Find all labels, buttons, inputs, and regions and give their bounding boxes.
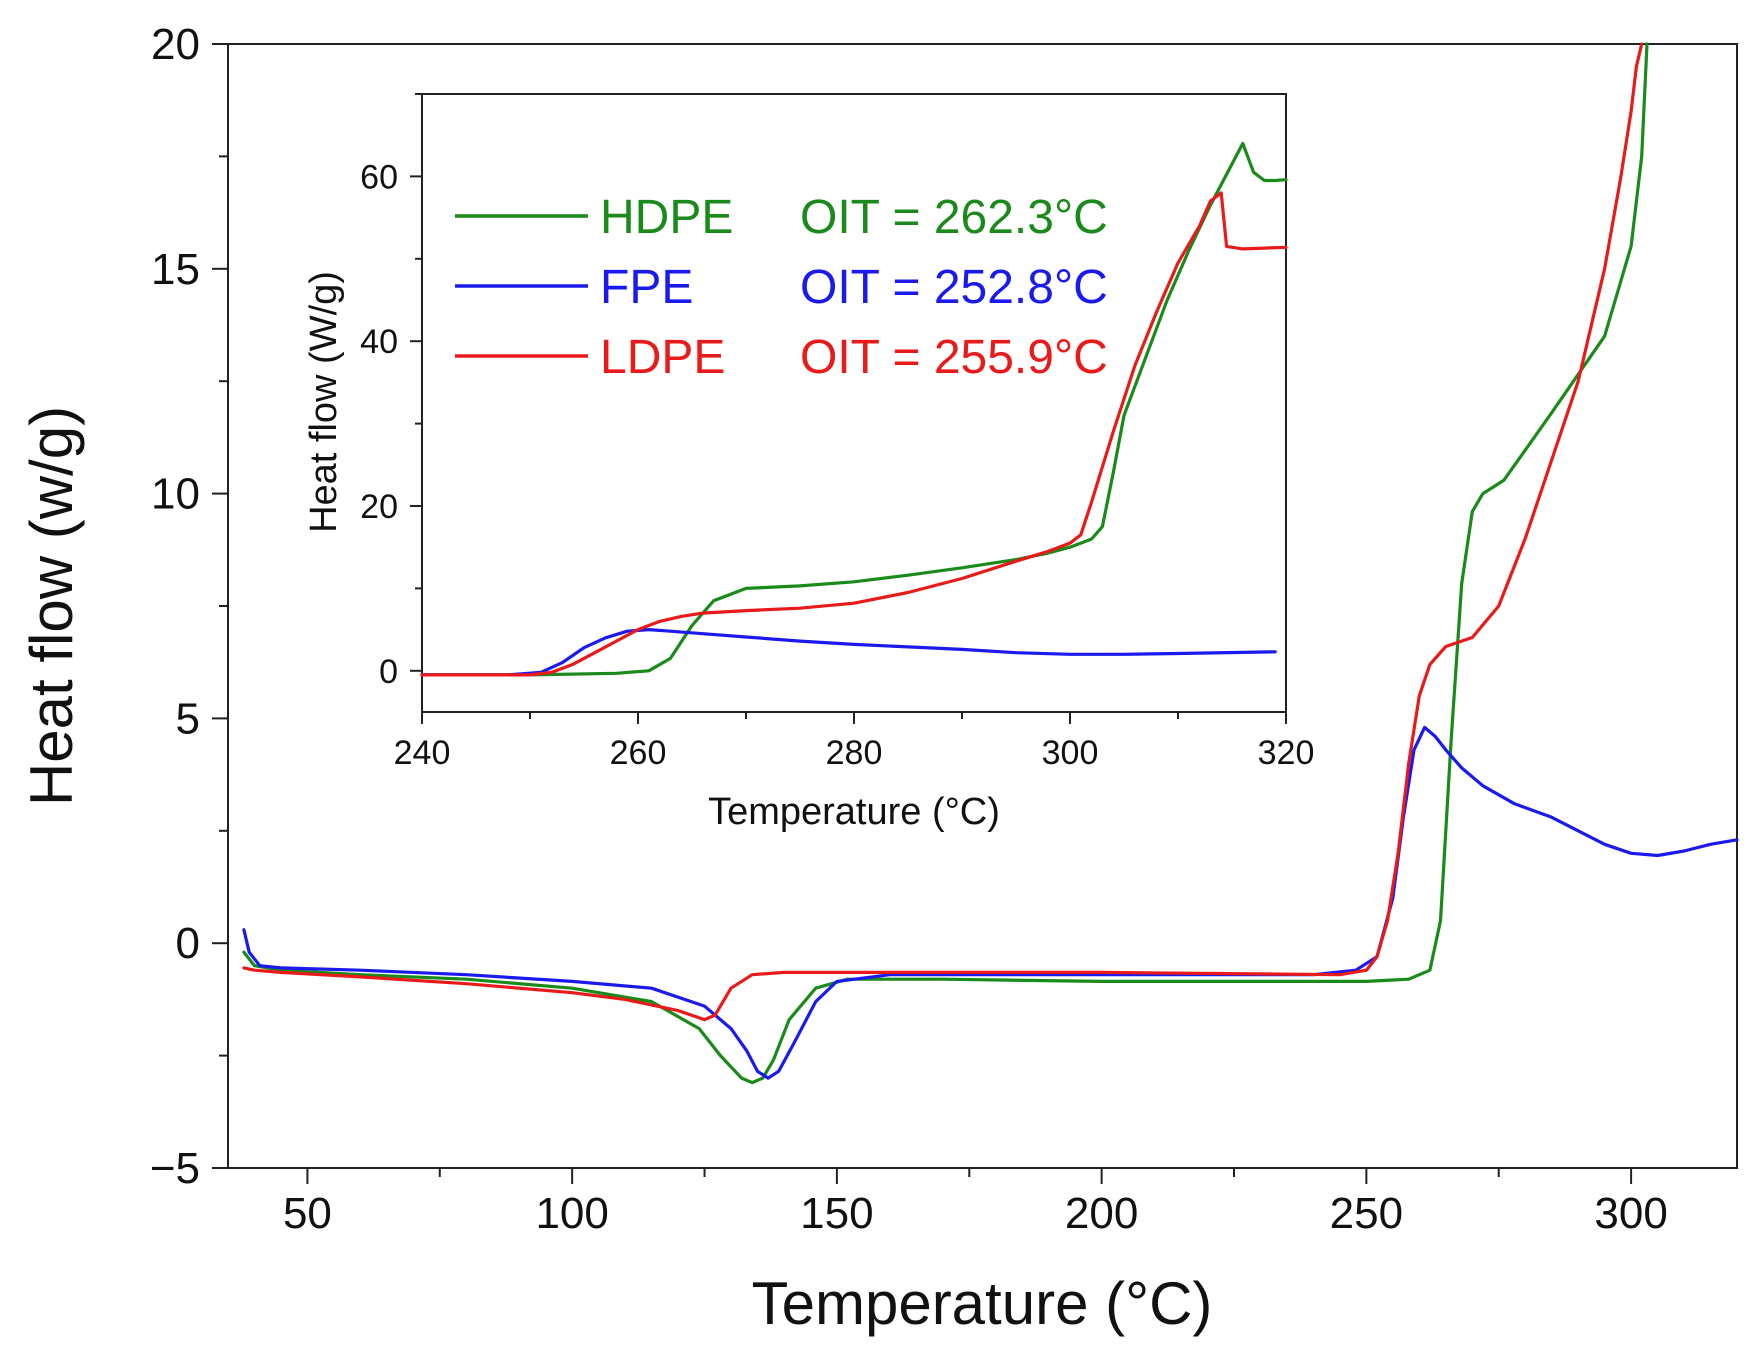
inset-x-axis-label: Temperature (°C) — [708, 791, 1000, 833]
inset-y-axis-label: Heat flow (W/g) — [303, 271, 345, 533]
main-series-ldpe — [242, 42, 1644, 1022]
main-x-axis-label: Temperature (°C) — [752, 1270, 1213, 1337]
inset-x-tick-label: 280 — [826, 734, 883, 772]
inset-x-tick-label: 320 — [1258, 734, 1315, 772]
main-x-tick-label: 150 — [800, 1189, 873, 1238]
main-y-tick-label: 15 — [151, 245, 200, 294]
main-y-axis-label: Heat flow (w/g) — [18, 406, 85, 806]
inset-plot: 240 260 280 300 320 0 20 40 60 HDPE OIT = 262.3°C… — [303, 93, 1314, 833]
inset-tick-labels: 240 260 280 300 320 0 20 40 60 — [360, 158, 1314, 772]
legend-label-hdpe: HDPE — [600, 191, 733, 244]
main-x-tick-label: 50 — [283, 1189, 332, 1238]
main-ticks — [212, 43, 1633, 1184]
inset-series-hdpe — [420, 141, 1288, 677]
main-y-tick-label: 10 — [151, 470, 200, 519]
inset-y-tick-label: 60 — [360, 158, 398, 196]
inset-x-tick-label: 260 — [610, 734, 667, 772]
legend-oit-ldpe: OIT = 255.9°C — [800, 331, 1108, 384]
legend-label-ldpe: LDPE — [600, 331, 725, 384]
main-y-tick-label: 5 — [176, 694, 200, 743]
inset-y-tick-label: 40 — [360, 323, 398, 361]
main-x-tick-label: 250 — [1330, 1189, 1403, 1238]
inset-legend: HDPE OIT = 262.3°C FPE OIT = 252.8°C LDPE OIT… — [455, 191, 1108, 384]
main-series-hdpe — [242, 42, 1649, 1085]
inset-y-tick-label: 0 — [379, 653, 398, 691]
inset-x-tick-label: 300 — [1042, 734, 1099, 772]
inset-series — [420, 141, 1288, 677]
legend-label-fpe: FPE — [600, 261, 693, 314]
inset-ticks — [410, 93, 1287, 724]
inset-y-tick-label: 20 — [360, 488, 398, 526]
main-x-tick-label: 200 — [1065, 1189, 1138, 1238]
inset-plot-frame — [421, 93, 1287, 713]
main-y-tick-label: −5 — [150, 1144, 200, 1193]
main-y-tick-label: 20 — [151, 20, 200, 69]
inset-x-tick-label: 240 — [394, 734, 451, 772]
main-x-tick-label: 100 — [535, 1189, 608, 1238]
inset-series-fpe — [420, 627, 1277, 677]
main-y-tick-label: 0 — [176, 919, 200, 968]
legend-oit-hdpe: OIT = 262.3°C — [800, 191, 1108, 244]
main-series — [242, 42, 1739, 1085]
legend-oit-fpe: OIT = 252.8°C — [800, 261, 1108, 314]
inset-series-ldpe — [420, 191, 1288, 677]
main-x-tick-label: 300 — [1594, 1189, 1667, 1238]
